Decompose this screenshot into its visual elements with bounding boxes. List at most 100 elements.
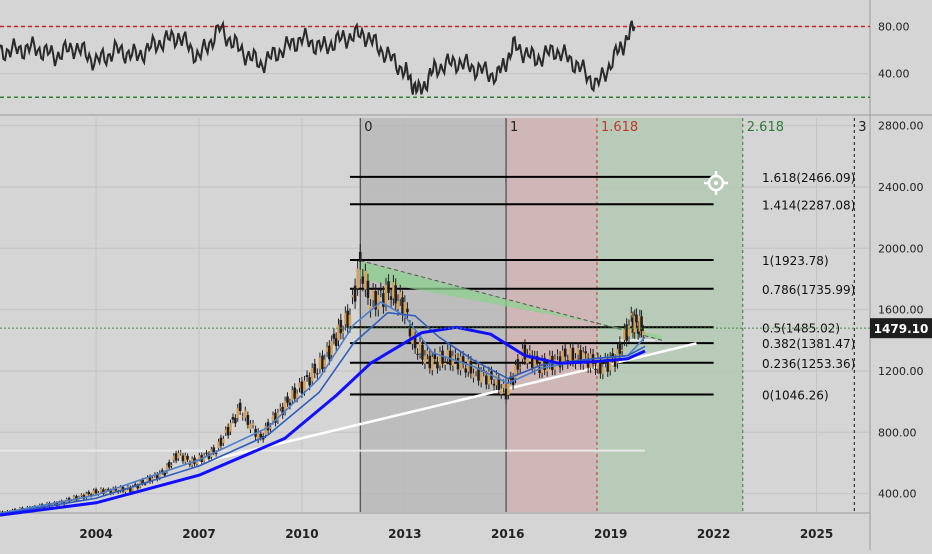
current-price-label: 1479.10 <box>874 322 929 336</box>
candle-body <box>109 490 113 494</box>
candle-body <box>305 375 309 377</box>
oscillator-panel[interactable]: 80.00 40.00 <box>0 19 910 98</box>
candle-body <box>611 353 614 358</box>
candle-body <box>581 352 585 365</box>
candle-body <box>321 355 324 370</box>
candle-body <box>298 382 301 388</box>
price-axis-label: 1200.00 <box>878 365 924 378</box>
candle-body <box>160 470 164 473</box>
candle-body <box>528 350 532 354</box>
candle-body <box>401 297 404 315</box>
candle-body <box>627 325 631 337</box>
candle-body <box>341 331 345 334</box>
candle-body <box>433 353 437 360</box>
candle-body <box>141 479 144 484</box>
candle-body <box>339 319 343 334</box>
candle-body <box>606 358 610 372</box>
candle-body <box>477 367 480 381</box>
candle-body <box>281 406 285 415</box>
fib-level-label: 0.236(1253.36) <box>762 357 855 371</box>
candle-body <box>249 423 252 430</box>
candle-body <box>124 489 127 493</box>
fib-time-zone-label: 3 <box>858 120 866 135</box>
candle-body <box>300 381 304 394</box>
candle-body <box>172 455 176 461</box>
crosshair-icon[interactable] <box>704 171 728 195</box>
candle-body <box>295 393 299 398</box>
candle-body <box>310 368 314 382</box>
moving-average-line <box>0 311 646 516</box>
candle-body <box>328 345 331 360</box>
candle-body <box>451 355 455 366</box>
candle-body <box>413 337 417 349</box>
time-axis-label: 2007 <box>182 527 215 541</box>
candle-body <box>538 367 541 374</box>
candle-body <box>177 453 180 459</box>
candle-body <box>72 496 76 500</box>
candle-body <box>596 357 600 369</box>
moving-average-line <box>0 325 646 517</box>
candle-body <box>584 351 587 354</box>
candle-body <box>288 402 292 406</box>
candle-body <box>244 410 247 418</box>
candle-body <box>396 301 400 309</box>
candle-body <box>569 347 572 361</box>
descending-trendline <box>360 260 663 341</box>
candle-body <box>318 357 322 369</box>
candle-body <box>487 371 491 385</box>
candle-body <box>464 368 468 373</box>
fib-level-label: 1.414(2287.08) <box>762 198 855 212</box>
candle-body <box>325 347 329 352</box>
candle-body <box>398 291 402 300</box>
time-axis-label: 2016 <box>491 527 524 541</box>
price-panel[interactable]: 0 1 1.618 2.618 3 1.618(2466.09) 1.414(2287.08… <box>0 118 870 517</box>
candle-body <box>553 359 557 370</box>
candle-body <box>165 465 169 472</box>
time-axis-label: 2004 <box>79 527 112 541</box>
candle-body <box>408 326 412 337</box>
candle-body <box>374 291 377 310</box>
candle-body <box>461 356 465 364</box>
candle-body <box>92 490 95 495</box>
candle-body <box>533 356 537 370</box>
candle-body <box>119 486 122 492</box>
candle-body <box>364 270 367 290</box>
candle-body <box>179 452 182 454</box>
fib-level-label: 1(1923.78) <box>762 254 829 268</box>
candle-body <box>492 383 496 386</box>
candle-body <box>87 491 91 495</box>
candle-body <box>251 423 255 426</box>
candle-body <box>456 358 460 370</box>
candle-body <box>143 483 147 485</box>
candle-body <box>545 368 549 372</box>
candle-body <box>382 293 385 307</box>
crosshair-dot <box>714 181 718 185</box>
candle-body <box>636 327 640 334</box>
candle-body <box>353 285 357 302</box>
candle-body <box>379 289 383 291</box>
fib-level-label: 0.382(1381.47) <box>762 337 855 351</box>
candle-body <box>629 313 633 316</box>
candle-body <box>229 423 232 432</box>
candle-body <box>497 377 501 391</box>
candle-body <box>226 426 230 436</box>
candle-body <box>217 441 220 449</box>
candle-body <box>303 380 306 392</box>
candle-body <box>291 390 294 401</box>
candle-body <box>495 374 498 386</box>
candle-body <box>369 305 372 311</box>
fib-time-zone-band <box>506 118 597 512</box>
candle-body <box>540 359 544 373</box>
time-axis-label: 2022 <box>697 527 730 541</box>
candle-body <box>376 294 380 310</box>
fib-time-zone-label: 1 <box>510 120 518 135</box>
candle-body <box>623 329 626 341</box>
candle-body <box>84 493 88 498</box>
candle-body <box>70 500 73 502</box>
candle-body <box>348 314 352 327</box>
candle-body <box>148 476 152 482</box>
candle-body <box>563 348 567 357</box>
candle-body <box>133 484 137 486</box>
